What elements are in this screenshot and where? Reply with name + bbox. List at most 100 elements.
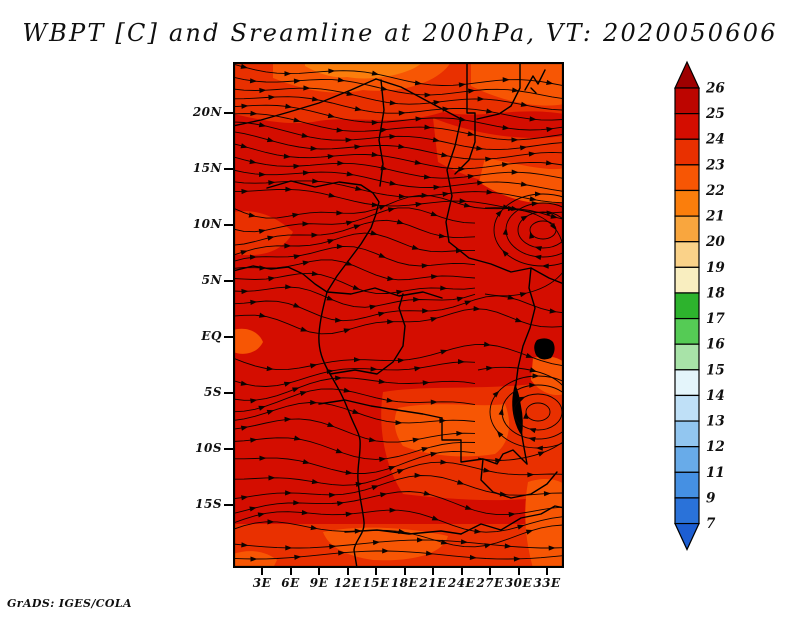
streamline-arrowhead (370, 366, 378, 372)
x-tick (489, 568, 491, 575)
colorbar-segment (674, 138, 700, 166)
streamline-arrowhead (240, 143, 248, 149)
map-frame (233, 62, 564, 568)
streamline-arrowhead (534, 246, 542, 252)
x-tick (403, 568, 406, 575)
streamline-arrowhead (415, 201, 423, 208)
streamline-arrowhead (546, 126, 554, 133)
colorbar-label: 19 (706, 260, 725, 276)
streamline-arrowhead (310, 399, 318, 406)
streamline-arrowhead (387, 319, 395, 325)
streamline-arrowhead (345, 260, 353, 266)
colorbar-segment (674, 241, 700, 268)
colorbar-label: 25 (705, 106, 725, 122)
colorbar-segment (674, 317, 700, 345)
colorbar-segment (674, 215, 700, 243)
streamline-arrowhead (412, 437, 420, 443)
streamline (233, 113, 564, 141)
border-coastline (233, 265, 365, 568)
streamline-arrowhead (467, 174, 475, 180)
streamline-arrowhead (240, 380, 248, 386)
streamline-arrowhead (380, 165, 388, 171)
streamline-arrowhead (258, 405, 266, 411)
colorbar-label: 26 (705, 81, 725, 97)
border-zambezi (460, 505, 564, 535)
streamline-arrowhead (371, 485, 379, 491)
streamline-arrowhead (517, 524, 525, 530)
streamline-arrowhead (302, 459, 311, 465)
streamline (233, 76, 564, 100)
streamline-arrowhead (546, 79, 554, 86)
streamline-arrowhead (380, 492, 388, 498)
colorbar-label: 13 (706, 414, 725, 430)
streamline-arrowhead (302, 260, 310, 266)
y-tick-label: 15S (195, 497, 222, 511)
streamline-arrowhead (372, 539, 381, 546)
streamline (233, 550, 564, 560)
streamline-arrowhead (458, 166, 466, 172)
streamline-arrowhead (285, 545, 293, 551)
colorbar-label: 7 (706, 516, 716, 532)
streamline-arrowhead (398, 193, 406, 199)
streamline-arrowhead (433, 99, 441, 106)
streamline-arrowhead (531, 201, 539, 207)
colorbar-label: 12 (706, 439, 725, 455)
streamline-arrowhead (534, 191, 542, 197)
streamline-arrowhead (312, 178, 320, 184)
streamline-arrowhead (389, 100, 397, 106)
streamline-arrowhead (421, 192, 429, 198)
streamline-arrowhead (549, 222, 557, 231)
streamline-arrows-layer (240, 63, 564, 562)
streamline-arrowhead (249, 78, 258, 84)
streamline-arrowhead (345, 511, 353, 517)
streamline (233, 418, 476, 443)
border-sahel-nw (233, 78, 377, 127)
x-tick-label: 15E (362, 576, 390, 590)
streamline (233, 491, 564, 516)
streamline-arrowhead (328, 68, 336, 74)
streamline-arrowhead (354, 144, 362, 150)
streamline-arrowhead (378, 378, 386, 385)
streamline-arrowhead (293, 78, 301, 84)
streamline-arrowhead (504, 543, 512, 549)
streamline-arrowhead (337, 77, 345, 83)
colorbar-segment (674, 471, 700, 499)
streamline-arrowhead (440, 459, 448, 465)
streamline-arrowhead (310, 145, 318, 151)
colorbar-segment (674, 189, 700, 217)
colorbar-label: 22 (705, 183, 725, 199)
streamline (493, 193, 564, 267)
streamline (484, 271, 564, 297)
grads-credit: GrADS: IGES/COLA (7, 597, 132, 610)
streamline-arrowhead (514, 317, 523, 323)
streamline-arrowhead (241, 288, 249, 295)
streamline-arrowhead (431, 274, 439, 280)
y-tick (224, 112, 233, 114)
streamline-arrowhead (346, 90, 354, 96)
colorbar-segment (674, 343, 700, 371)
streamline-arrowhead (335, 317, 343, 323)
streamline-arrowhead (414, 159, 422, 165)
streamline-arrowhead (502, 77, 510, 83)
streamline (233, 377, 476, 401)
colorbar-segment (674, 497, 700, 525)
streamline-arrowhead (507, 205, 515, 212)
streamline-arrowhead (535, 445, 543, 451)
streamline (233, 180, 564, 204)
streamline (233, 169, 564, 192)
streamline-arrowhead (534, 254, 542, 261)
streamline-arrowhead (424, 92, 432, 98)
streamline-arrowhead (293, 117, 301, 123)
streamline-arrowhead (527, 472, 535, 478)
streamline-arrowhead (513, 556, 521, 562)
streamline-arrowhead (421, 446, 429, 452)
streamline-arrowhead (343, 387, 351, 393)
streamline-arrowhead (293, 435, 302, 441)
streamline-arrowhead (492, 390, 500, 398)
streamline-arrowhead (529, 116, 537, 122)
streamline-arrowhead (285, 490, 293, 496)
streamline-arrowhead (496, 430, 504, 438)
streamline-arrowhead (423, 490, 431, 496)
streamline-arrowhead (386, 397, 394, 403)
streamline-arrowhead (326, 369, 334, 375)
